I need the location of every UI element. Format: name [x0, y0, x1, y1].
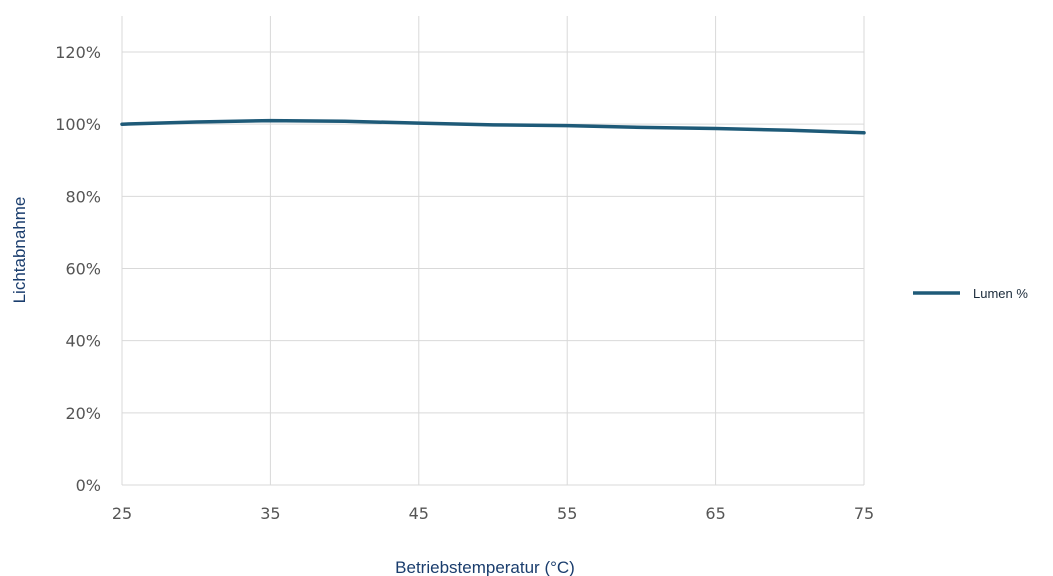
- y-tick-label: 20%: [65, 404, 101, 423]
- y-tick-label: 100%: [55, 115, 101, 134]
- y-tick-label: 120%: [55, 43, 101, 62]
- y-tick-label: 60%: [65, 260, 101, 279]
- x-tick-label: 45: [409, 504, 429, 523]
- y-axis-title: Lichtabnahme: [10, 197, 29, 304]
- y-axis-ticks: 0% 20% 40% 60% 80% 100% 120%: [55, 43, 101, 495]
- legend: Lumen %: [913, 286, 1028, 301]
- legend-label-lumen: Lumen %: [973, 286, 1028, 301]
- x-axis-title: Betriebstemperatur (°C): [395, 558, 575, 576]
- series-layer: [120, 118, 866, 135]
- grid: [121, 16, 865, 486]
- y-tick-label: 40%: [65, 332, 101, 351]
- y-tick-label: 0%: [76, 476, 101, 495]
- y-tick-label: 80%: [65, 187, 101, 206]
- x-tick-label: 65: [705, 504, 725, 523]
- x-tick-label: 55: [557, 504, 577, 523]
- series-line-lumen: [120, 118, 866, 135]
- x-axis-ticks: 25 35 45 55 65 75: [112, 504, 874, 523]
- x-tick-label: 75: [854, 504, 874, 523]
- x-tick-label: 25: [112, 504, 132, 523]
- x-tick-label: 35: [260, 504, 280, 523]
